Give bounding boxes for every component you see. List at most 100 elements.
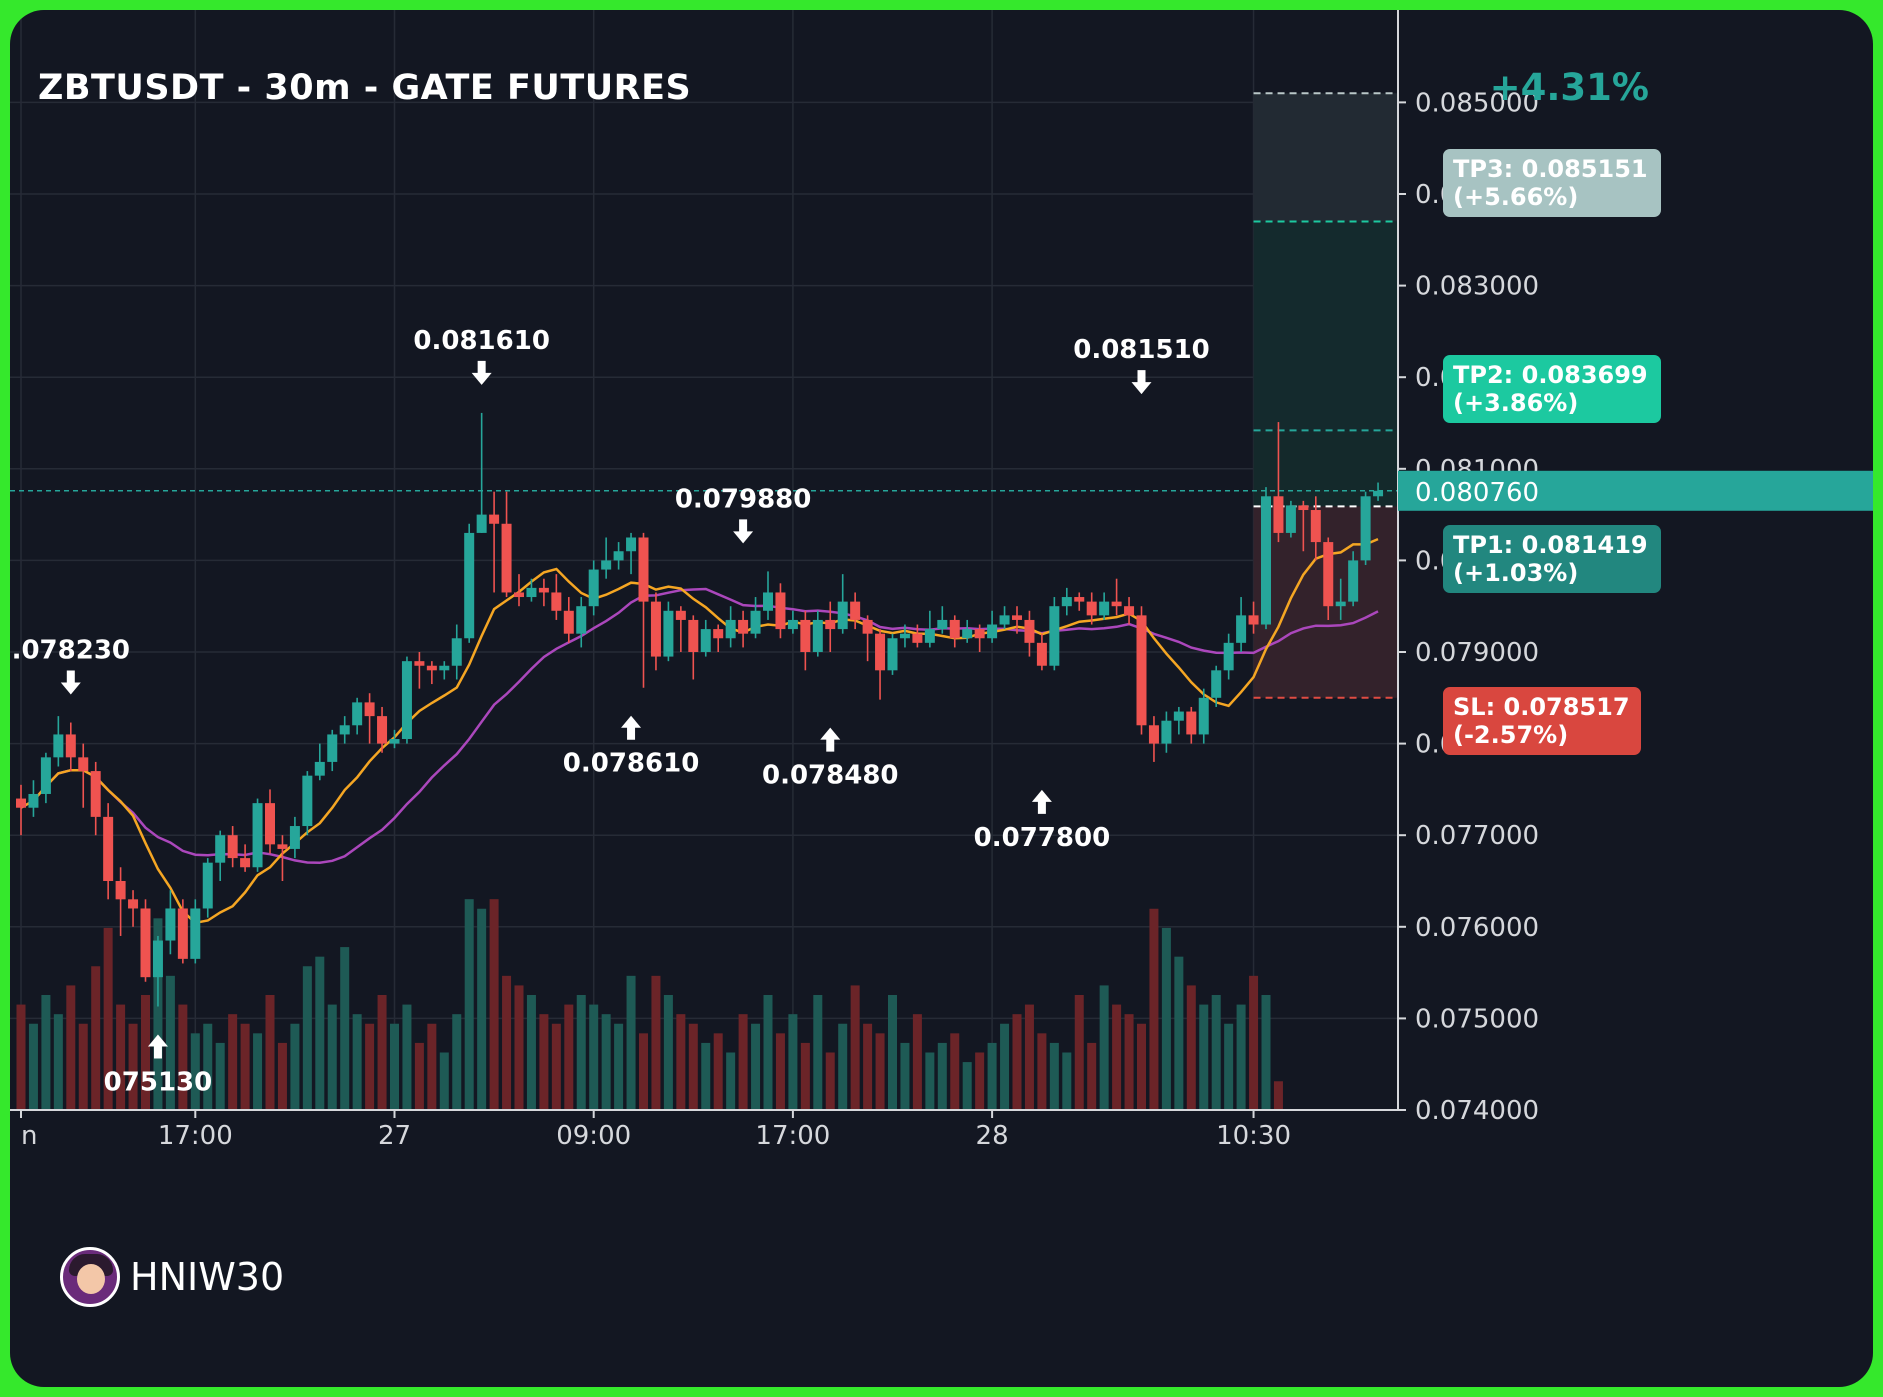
volume-bar (464, 899, 474, 1110)
avatar (60, 1247, 120, 1307)
candle-body (215, 835, 226, 863)
candle-body (1061, 597, 1072, 607)
candle-body (1024, 619, 1035, 643)
volume-bar (813, 995, 823, 1110)
volume-bar (414, 1042, 424, 1110)
volume-bar (888, 995, 897, 1110)
candle-body (1148, 725, 1159, 744)
volume-bar (1012, 1014, 1022, 1110)
volume-bar (327, 1004, 337, 1110)
candle-body (1236, 615, 1247, 643)
volume-bar (66, 985, 76, 1110)
arrow-up-icon (820, 727, 841, 752)
chart-frame: 0.0850000.0840000.0830000.0820000.081000… (10, 10, 1873, 1387)
candle-body (775, 592, 786, 630)
arrow-down-icon (733, 519, 754, 544)
volume-bar (626, 975, 636, 1110)
candle-body (501, 523, 512, 593)
volume-bar (863, 1023, 873, 1110)
arrow-up-icon (147, 1034, 168, 1059)
volume-bar (190, 1033, 200, 1110)
volume-bar (551, 1023, 561, 1110)
volume-bar (365, 1023, 375, 1110)
volume-bar (1062, 1052, 1072, 1110)
volume-bar (1137, 1023, 1146, 1110)
candle-body (464, 532, 475, 639)
candle-body (53, 734, 64, 758)
volume-bar (1186, 985, 1196, 1110)
candle-body (1298, 505, 1309, 511)
candle-body (688, 619, 699, 652)
tp2-zone (1253, 221, 1398, 431)
candle-body (750, 610, 761, 634)
volume-bar (751, 1023, 761, 1110)
candle-body (825, 619, 836, 630)
candle-body (426, 665, 437, 671)
volume-bar (1112, 1004, 1122, 1110)
candle-body (352, 702, 363, 726)
sl-label: SL: 0.078517 (-2.57%) (1443, 687, 1641, 755)
volume-bar (340, 947, 350, 1110)
candle-body (725, 619, 736, 639)
candle-body (28, 793, 39, 808)
candle-body (538, 587, 549, 593)
volume-bar (1236, 1004, 1246, 1110)
arrow-down-icon (60, 670, 81, 695)
candle-body (489, 514, 500, 524)
chart-title: ZBTUSDT - 30m - GATE FUTURES (38, 68, 692, 108)
candle-body (190, 908, 201, 959)
tp2-label: TP2: 0.083699 (+3.86%) (1443, 355, 1661, 423)
volume-bar (452, 1014, 462, 1110)
candle-body (128, 899, 139, 909)
candle-body (302, 775, 313, 827)
candle-body (1373, 490, 1384, 497)
volume-bar (153, 918, 163, 1110)
volume-bar (1099, 985, 1109, 1110)
candle-body (16, 798, 26, 808)
y-tick-label: 0.085000 (1415, 88, 1539, 118)
volume-bar (502, 975, 512, 1110)
candle-body (1198, 697, 1209, 735)
tp3-zone (1253, 93, 1398, 222)
candle-body (1360, 496, 1371, 561)
volume-bar (1087, 1042, 1097, 1110)
candle-body (551, 592, 562, 611)
candle-body (1348, 560, 1359, 602)
volume-bar (1224, 1023, 1234, 1110)
volume-bar (1149, 908, 1159, 1110)
candle-body (289, 826, 300, 849)
volume-bar (439, 1052, 449, 1110)
brand-name: HNIW30 (130, 1255, 285, 1299)
candle-body (862, 619, 873, 634)
y-axis-labels: 0.0850000.0840000.0830000.0820000.081000… (1398, 88, 1539, 1126)
candle-body (1285, 505, 1296, 533)
volume-bar (850, 985, 860, 1110)
candle-body (339, 725, 350, 735)
last-price-badge (1398, 470, 1873, 511)
volume-bar (1174, 956, 1184, 1110)
change-percent: +4.31% (1489, 66, 1649, 109)
y-tick-label: 0.074000 (1415, 1096, 1539, 1126)
candle-body (787, 619, 798, 630)
candle-body (1074, 597, 1085, 602)
candle-body (675, 610, 686, 620)
candle-body (202, 862, 213, 909)
volume-bar (1124, 1014, 1134, 1110)
candle-body (1335, 601, 1346, 607)
volume-bars (16, 899, 1283, 1110)
candle-body (1111, 601, 1122, 607)
candle-body (1323, 542, 1334, 607)
candle-body (314, 761, 325, 776)
x-tick-label: 09:00 (556, 1121, 631, 1151)
volume-bar (639, 1033, 648, 1110)
candle-body (1310, 510, 1321, 543)
candle-body (812, 619, 823, 652)
tp3-label: TP3: 0.085151 (+5.66%) (1443, 149, 1661, 217)
candle-body (265, 803, 275, 845)
candles (16, 412, 1384, 1007)
price-annotations: .078230 075130 0.081610 0.078610 0.079880 0.0… (12, 326, 1210, 1098)
candle-body (165, 908, 176, 941)
candle-body (1273, 496, 1284, 533)
arrow-down-icon (471, 360, 492, 385)
candle-body (327, 734, 338, 762)
